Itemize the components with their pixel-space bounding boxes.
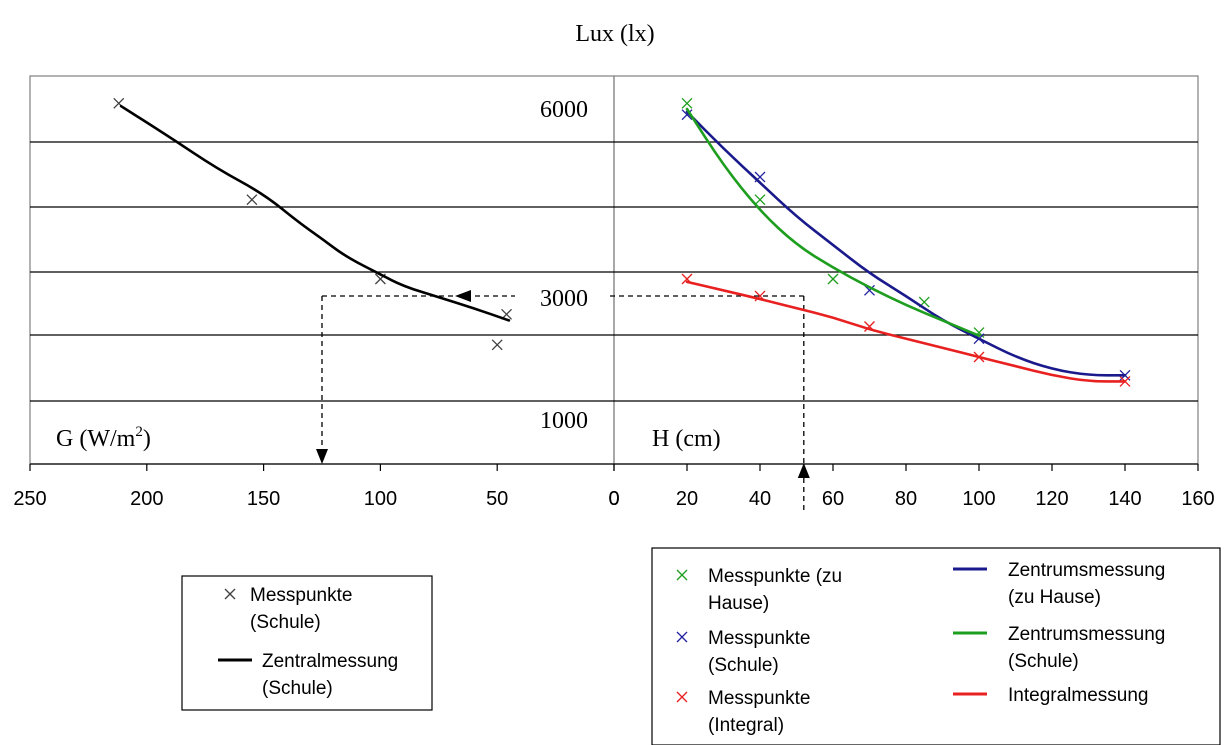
legend-item: Zentralmessung (Schule)	[218, 651, 398, 699]
x-tick-label: 60	[822, 488, 844, 510]
marker-stroke	[864, 284, 875, 296]
label-mask	[522, 403, 608, 433]
legend-label: Zentrumsmessung	[1008, 624, 1165, 645]
legend-label: Zentrumsmessung	[1008, 560, 1165, 581]
x-tick-label: 20	[676, 488, 698, 510]
right-legend-box	[651, 547, 1221, 745]
legend-item: Zentrumsmessung (zu Hause)	[953, 560, 1165, 608]
marker-stroke	[681, 273, 693, 285]
left-axis-label-superscript: 2	[135, 424, 143, 440]
legend-item: Integralmessung	[953, 685, 1148, 706]
legend-label: Hause)	[708, 593, 769, 614]
legend-label: (Schule)	[262, 678, 333, 699]
data-point-marker	[864, 284, 875, 296]
series-line	[685, 280, 1127, 383]
marker-stroke	[491, 339, 503, 351]
right-legend: Messpunkte (zu Hause) Zentrumsmessung (zu H…	[676, 560, 1165, 736]
series-zentrumsmessung-schule-	[685, 107, 981, 337]
right-axis-label: H (cm)	[652, 426, 721, 452]
left-legend-box	[181, 575, 433, 711]
x-tick-label: 160	[1181, 488, 1214, 510]
left-x-ticks: 250 200 150 100 50 0	[13, 464, 620, 510]
legend-label: Messpunkte	[708, 628, 810, 649]
legend-label: Messpunkte	[708, 688, 810, 709]
y-value-label-6000: 6000	[540, 97, 588, 123]
x-tick-label: 200	[130, 488, 163, 510]
guide-arrow-left	[455, 290, 471, 302]
legend-label: Integralmessung	[1008, 685, 1148, 706]
marker-stroke	[827, 273, 839, 285]
legend-item: Zentrumsmessung (Schule)	[953, 624, 1165, 672]
legend-item: Messpunkte (zu Hause)	[676, 566, 842, 614]
left-axis-label-text: G (W/m	[56, 426, 136, 452]
series-zentrumsmessung-zu-hause-	[685, 110, 1127, 377]
data-point-marker	[754, 194, 766, 206]
legend-label: (Schule)	[250, 612, 321, 633]
data-point-marker	[681, 97, 693, 109]
x-tick-label: 80	[895, 488, 917, 510]
marker-stroke	[113, 97, 125, 109]
legend-marker	[676, 691, 688, 703]
legend-label: (Schule)	[708, 655, 779, 676]
series-messpunkte-schule-	[113, 97, 513, 351]
legend-item: Messpunkte (Integral)	[676, 688, 810, 736]
marker-stroke	[246, 194, 258, 206]
label-mask	[522, 92, 608, 128]
legend-label: (Integral)	[708, 715, 784, 736]
series-integralmessung	[685, 280, 1127, 383]
legend-label: Messpunkte (zu	[708, 566, 842, 587]
legend-marker	[676, 569, 688, 581]
series-layer	[113, 97, 1131, 387]
left-legend: Messpunkte (Schule) Zentralmessung (Schule)	[218, 585, 398, 699]
series-line	[685, 107, 981, 337]
chart-title: Lux (lx)	[575, 21, 654, 47]
left-axis-label: G (W/m2)	[56, 424, 151, 452]
guide-lines	[316, 290, 810, 510]
marker-stroke	[754, 194, 766, 206]
marker-stroke	[681, 109, 693, 121]
x-tick-label: 0	[608, 488, 619, 510]
legend-marker	[224, 588, 236, 600]
x-tick-label: 120	[1035, 488, 1068, 510]
right-x-ticks: 0 20 40 60 80 100 120 140 160	[608, 464, 1215, 510]
legend-item: Messpunkte (Schule)	[676, 628, 810, 676]
data-point-marker	[827, 273, 839, 285]
series-line	[685, 110, 1127, 377]
left-axis-label-close: )	[143, 426, 151, 452]
right-plot-area	[613, 75, 1199, 465]
series-messpunkte-integral-	[681, 273, 1131, 387]
marker-stroke	[864, 321, 875, 332]
legend-marker	[676, 631, 688, 643]
label-mask	[522, 280, 608, 312]
y-value-label-3000: 3000	[540, 286, 588, 312]
marker-stroke	[681, 97, 693, 109]
x-tick-label: 100	[962, 488, 995, 510]
guide-arrow-up	[797, 463, 810, 478]
legend-label: Messpunkte	[250, 585, 352, 606]
series-messpunkte-zu-hause-	[681, 97, 985, 339]
x-tick-label: 250	[13, 488, 46, 510]
y-value-label-1000: 1000	[540, 408, 588, 434]
series-zentralmessung-schule-	[119, 104, 511, 322]
data-point-marker	[491, 339, 503, 351]
legend-item: Messpunkte (Schule)	[224, 585, 352, 633]
gridlines	[30, 141, 1198, 402]
data-point-marker	[681, 109, 693, 121]
guide-arrow-down	[316, 449, 328, 464]
x-tick-label: 50	[486, 488, 508, 510]
legend-label: (Schule)	[1008, 651, 1079, 672]
x-tick-label: 100	[364, 488, 397, 510]
series-line	[119, 104, 511, 322]
legend-label: (zu Hause)	[1008, 587, 1101, 608]
data-point-marker	[246, 194, 258, 206]
x-tick-label: 150	[247, 488, 280, 510]
x-tick-label: 140	[1108, 488, 1141, 510]
x-tick-label: 40	[749, 488, 771, 510]
x-tick-label: 0	[608, 488, 619, 510]
legend-label: Zentralmessung	[262, 651, 398, 672]
